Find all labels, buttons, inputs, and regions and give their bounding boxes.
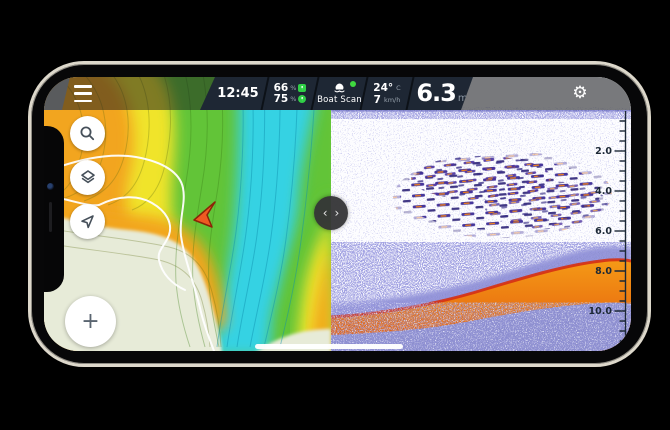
- depth-unit: m: [457, 93, 468, 104]
- plus-glyph: +: [81, 309, 100, 334]
- fish-school: [393, 152, 612, 238]
- boat-position-marker: [193, 201, 216, 228]
- battery1-icon: [298, 84, 306, 92]
- navigation-arrow-icon: [81, 215, 94, 229]
- boat-scan-segment[interactable]: Boat Scan: [316, 77, 363, 110]
- speed-unit: km/h: [383, 95, 401, 104]
- temperature-unit: C: [396, 83, 401, 92]
- status-bar-left-overlay: [44, 77, 216, 110]
- connection-status-dot: [350, 81, 356, 87]
- chevron-right-icon: ›: [334, 206, 340, 220]
- earpiece-speaker: [49, 202, 52, 232]
- svg-text:10.0: 10.0: [589, 306, 613, 317]
- boat-scan-label: Boat Scan: [317, 95, 362, 105]
- instrument-panel: 12:45 66 % 75 %: [200, 77, 473, 110]
- locate-button[interactable]: [70, 204, 105, 239]
- svg-text:6.0: 6.0: [595, 226, 612, 237]
- battery-status: 66 % 75 %: [266, 77, 314, 110]
- phone-mockup: 2.0 4.0 6.0 8.0 10.0 12:45: [28, 61, 651, 367]
- chevron-left-icon: ‹: [322, 206, 328, 220]
- settings-gear-icon[interactable]: ⚙: [572, 83, 588, 103]
- svg-text:2.0: 2.0: [595, 146, 612, 157]
- temp-speed-segment: 24° C 7 km/h: [365, 77, 409, 110]
- layers-icon: [80, 170, 95, 184]
- battery1-value: 66: [273, 81, 289, 94]
- battery2-unit: %: [290, 94, 297, 103]
- depth-map[interactable]: [44, 77, 331, 351]
- search-button[interactable]: [70, 116, 105, 151]
- speed-value: 7: [373, 93, 381, 106]
- battery2-icon: [298, 95, 306, 103]
- split-view-drag-handle[interactable]: ‹ ›: [314, 196, 348, 230]
- menu-icon[interactable]: [74, 85, 92, 102]
- depth-scale: [614, 111, 627, 351]
- status-bar: 12:45 66 % 75 %: [44, 77, 631, 110]
- svg-text:8.0: 8.0: [595, 266, 612, 277]
- time-value: 12:45: [217, 86, 259, 101]
- battery2-value: 75: [273, 92, 289, 105]
- depth-value: 6.3: [416, 79, 456, 107]
- search-icon: [80, 126, 95, 141]
- app-screen: 2.0 4.0 6.0 8.0 10.0 12:45: [44, 77, 631, 351]
- status-bar-right-overlay: [461, 77, 631, 110]
- bottom-echo: [331, 242, 631, 351]
- phone-notch: [44, 126, 64, 292]
- sonar-view[interactable]: 2.0 4.0 6.0 8.0 10.0: [331, 77, 631, 351]
- battery1-unit: %: [290, 83, 297, 92]
- depth-readout: 6.3 m: [411, 77, 473, 110]
- clock: 12:45: [200, 77, 264, 110]
- svg-text:4.0: 4.0: [595, 186, 612, 197]
- front-camera: [47, 183, 54, 190]
- home-indicator[interactable]: [255, 344, 403, 349]
- zoom-in-button[interactable]: +: [65, 296, 116, 347]
- layers-button[interactable]: [70, 160, 105, 195]
- temperature-value: 24°: [373, 81, 394, 94]
- depth-scale-labels: 2.0 4.0 6.0 8.0 10.0: [589, 146, 613, 317]
- boat-scan-icon: [332, 82, 347, 94]
